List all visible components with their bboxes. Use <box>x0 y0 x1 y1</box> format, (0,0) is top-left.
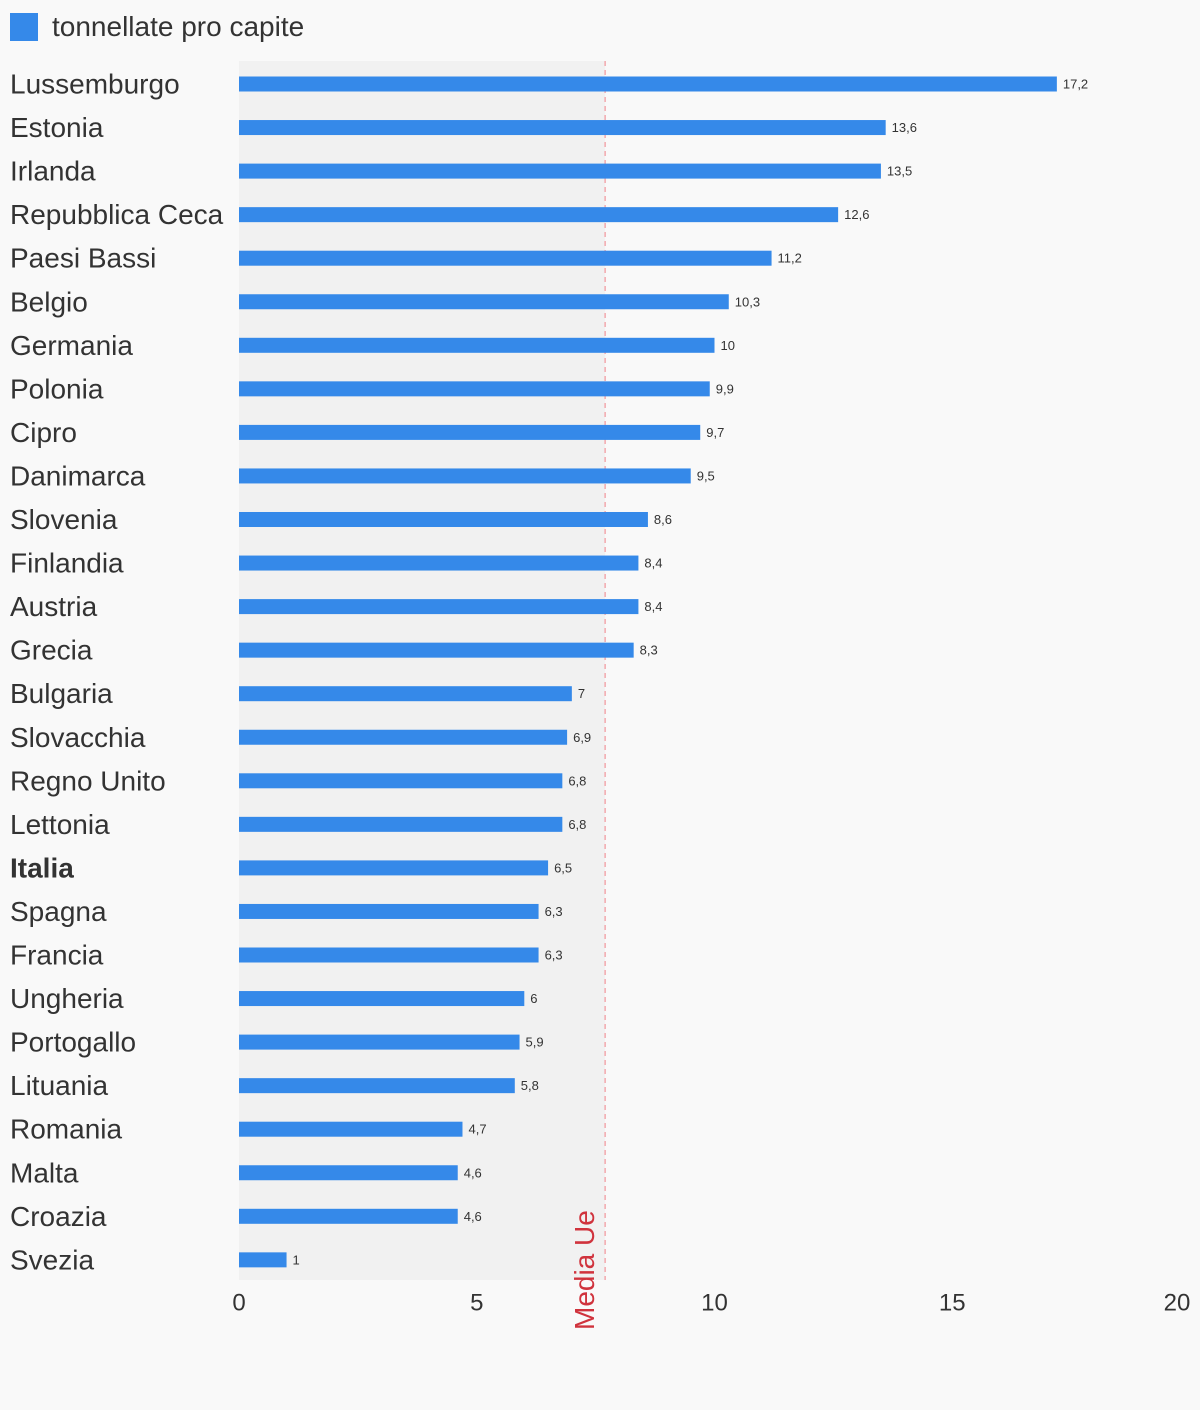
value-label: 6,3 <box>545 948 563 963</box>
category-label: Belgio <box>10 286 88 317</box>
bar <box>239 381 710 397</box>
value-label: 6,3 <box>545 904 563 919</box>
bar <box>239 729 568 745</box>
x-tick-label: 20 <box>1164 1290 1191 1317</box>
value-label: 8,4 <box>644 599 662 614</box>
category-label: Ungheria <box>10 983 124 1014</box>
category-label: Irlanda <box>10 156 96 187</box>
category-label: Romania <box>10 1114 122 1145</box>
category-label: Lettonia <box>10 809 110 840</box>
bar <box>239 773 563 789</box>
bar <box>239 424 701 440</box>
bar <box>239 1252 287 1268</box>
bar <box>239 294 729 310</box>
bar <box>239 816 563 832</box>
category-label: Lituania <box>10 1070 109 1101</box>
category-label: Regno Unito <box>10 765 166 796</box>
value-label: 9,9 <box>716 381 734 396</box>
value-label: 6 <box>530 991 537 1006</box>
average-band <box>239 61 606 1280</box>
bar <box>239 1078 515 1094</box>
category-label: Bulgaria <box>10 678 113 709</box>
value-label: 4,6 <box>464 1209 482 1224</box>
value-label: 10,3 <box>735 294 760 309</box>
value-label: 5,9 <box>526 1035 544 1050</box>
x-tick-label: 10 <box>701 1290 728 1317</box>
value-label: 1 <box>293 1252 300 1267</box>
bar <box>239 337 715 353</box>
bar <box>239 163 881 179</box>
value-label: 5,8 <box>521 1078 539 1093</box>
bar <box>239 120 886 136</box>
category-label: Spagna <box>10 896 107 927</box>
bar <box>239 860 549 876</box>
bar <box>239 599 639 615</box>
category-label: Danimarca <box>10 460 146 491</box>
value-label: 11,2 <box>778 251 802 266</box>
value-label: 6,8 <box>568 773 586 788</box>
value-label: 4,6 <box>464 1165 482 1180</box>
category-label: Austria <box>10 591 98 622</box>
category-label: Estonia <box>10 112 104 143</box>
category-label: Repubblica Ceca <box>10 199 224 230</box>
average-line-label: Media Ue <box>569 1210 600 1330</box>
bar <box>239 991 525 1007</box>
bar <box>239 947 539 963</box>
bar <box>239 686 572 702</box>
value-label: 13,5 <box>887 164 912 179</box>
bar <box>239 250 772 266</box>
value-label: 4,7 <box>468 1122 486 1137</box>
category-label: Croazia <box>10 1201 107 1232</box>
value-label: 13,6 <box>892 120 917 135</box>
category-label: Paesi Bassi <box>10 243 156 274</box>
value-label: 7 <box>578 686 585 701</box>
x-tick-label: 5 <box>470 1290 483 1317</box>
bar <box>239 903 539 919</box>
bar <box>239 512 648 527</box>
value-label: 6,8 <box>568 817 586 832</box>
value-label: 8,4 <box>644 556 662 571</box>
bar <box>239 555 639 571</box>
category-label: Malta <box>10 1157 79 1188</box>
category-label: Italia <box>10 852 74 883</box>
category-label: Francia <box>10 940 104 971</box>
category-label: Lussemburgo <box>10 69 180 100</box>
bar <box>239 1208 458 1224</box>
bar <box>239 642 634 658</box>
category-label: Slovacchia <box>10 722 146 753</box>
value-label: 17,2 <box>1063 77 1088 92</box>
category-label: Polonia <box>10 373 104 404</box>
bar <box>239 207 839 223</box>
category-label: Portogallo <box>10 1027 136 1058</box>
bar <box>239 76 1057 92</box>
legend-swatch <box>10 13 38 41</box>
legend-label: tonnellate pro capite <box>52 11 305 42</box>
value-label: 9,7 <box>706 425 724 440</box>
value-label: 8,3 <box>640 643 658 658</box>
x-tick-label: 15 <box>939 1290 966 1317</box>
value-label: 12,6 <box>844 207 869 222</box>
category-label: Slovenia <box>10 504 118 535</box>
bar <box>239 1165 458 1181</box>
bar <box>239 468 691 484</box>
bar <box>239 1034 520 1050</box>
value-label: 10 <box>721 338 735 353</box>
category-label: Germania <box>10 330 133 361</box>
value-label: 6,5 <box>554 860 572 875</box>
x-tick-label: 0 <box>232 1290 245 1317</box>
category-label: Svezia <box>10 1244 94 1275</box>
value-label: 6,9 <box>573 730 591 745</box>
category-label: Finlandia <box>10 548 124 579</box>
bar <box>239 1121 463 1137</box>
category-label: Cipro <box>10 417 77 448</box>
legend: tonnellate pro capite <box>10 9 304 45</box>
category-label: Grecia <box>10 635 93 666</box>
value-label: 8,6 <box>654 512 672 527</box>
value-label: 9,5 <box>697 468 715 483</box>
